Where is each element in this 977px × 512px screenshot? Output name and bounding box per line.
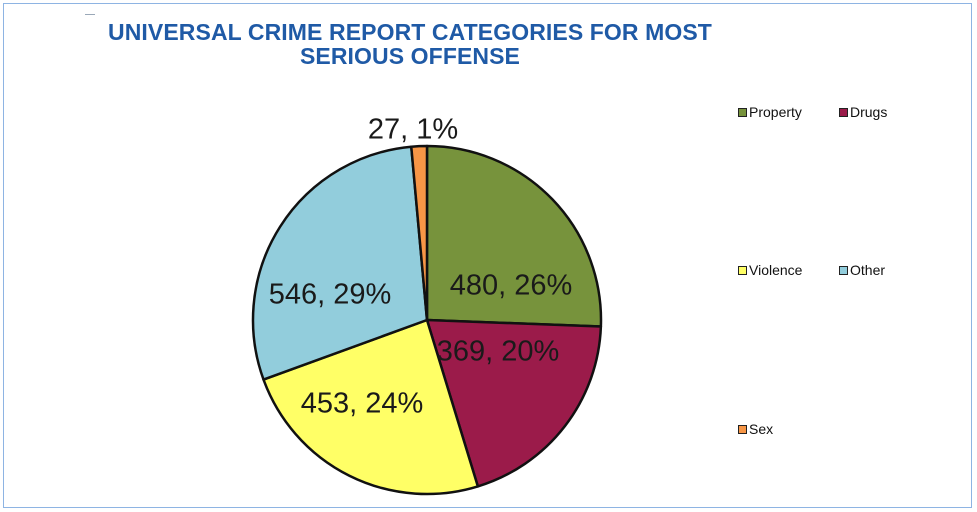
legend-label-property: Property [749,104,802,120]
pie-labels: 480, 26% 369, 20% 453, 24% 546, 29% 27, 1% [269,114,573,420]
pie-slice-other [251,145,429,381]
legend-item-property: Property [738,104,802,120]
chart-frame [3,3,972,508]
legend-label-violence: Violence [749,262,803,278]
chart-title-line-1: UNIVERSAL CRIME REPORT CATEGORIES FOR MO… [108,19,712,45]
legend-swatch-property [738,107,747,117]
pie-slices [251,144,603,496]
pie-label-drugs: 369, 20% [437,336,560,368]
legend-swatch-violence [738,265,747,275]
pie-label-sex: 27, 1% [368,114,458,146]
pie-slice-property [425,144,603,328]
title-tick-mark [85,14,95,15]
chart-title-line-2: SERIOUS OFFENSE [299,43,521,69]
legend-swatch-other [839,265,848,275]
pie-slice-drugs [425,318,603,488]
chart-title: UNIVERSAL CRIME REPORT CATEGORIES FOR MO… [40,20,780,68]
pie-label-other: 546, 29% [269,279,392,311]
legend-item-other: Other [839,262,885,278]
legend-label-drugs: Drugs [850,104,888,120]
pie-label-property: 480, 26% [450,270,573,302]
pie-slice-violence [262,318,480,496]
legend-item-drugs: Drugs [839,104,887,120]
legend-swatch-drugs [839,107,848,117]
legend-item-sex: Sex [738,421,773,437]
legend-label-sex: Sex [749,421,774,437]
legend-item-violence: Violence [738,262,802,278]
legend-swatch-sex [738,424,747,434]
pie-label-violence: 453, 24% [301,388,424,420]
pie-slice-sex [410,144,429,322]
legend-label-other: Other [850,262,886,278]
